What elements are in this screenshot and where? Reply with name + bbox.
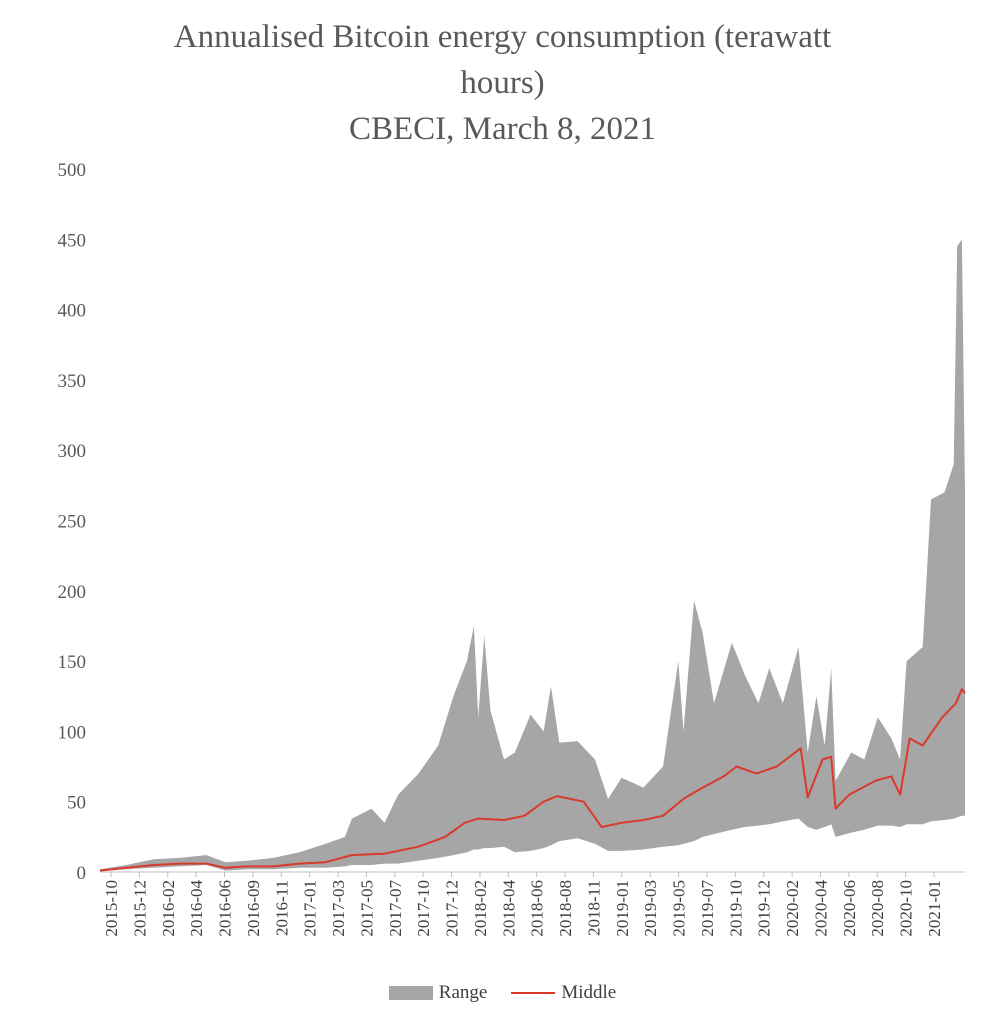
x-tick-label: 2016-06 — [216, 880, 235, 937]
range-band — [100, 239, 965, 871]
x-tick-label: 2021-01 — [925, 880, 944, 937]
y-tick-label: 400 — [58, 301, 87, 322]
y-tick-label: 450 — [58, 230, 87, 251]
x-tick-label: 2017-10 — [414, 880, 433, 937]
chart-subtitle: CBECI, March 8, 2021 — [348, 111, 657, 147]
x-tick-label: 2018-04 — [499, 880, 518, 937]
x-tick-label: 2020-10 — [897, 880, 916, 937]
y-tick-label: 250 — [58, 512, 87, 533]
x-tick-label: 2020-08 — [868, 880, 887, 937]
x-tick-label: 2019-10 — [726, 880, 745, 937]
x-tick-label: 2015-12 — [130, 880, 149, 937]
y-tick-label: 50 — [67, 793, 86, 814]
legend-label-range: Range — [438, 982, 488, 1003]
legend-swatch-middle — [511, 992, 556, 994]
x-tick-label: 2017-05 — [357, 880, 376, 937]
chart-title: Annualised Bitcoin energy consumption (t… — [0, 14, 1005, 152]
x-tick-label: 2020-06 — [840, 880, 859, 937]
y-tick-label: 500 — [58, 160, 87, 181]
x-tick-label: 2016-09 — [244, 880, 263, 937]
y-tick-label: 100 — [58, 722, 87, 743]
plot-area — [99, 239, 966, 872]
legend: Range Middle — [0, 982, 1005, 1004]
x-tick-label: 2016-02 — [159, 880, 178, 937]
x-tick-label: 2019-05 — [670, 880, 689, 937]
x-tick-label: 2019-12 — [755, 880, 774, 937]
y-axis: 0 50 100 150 200 250 300 350 400 450 500 — [58, 160, 87, 884]
x-tick-label: 2015-10 — [102, 880, 121, 937]
middle-line — [99, 688, 966, 872]
x-tick-label: 2018-08 — [556, 880, 575, 937]
y-tick-label: 150 — [58, 652, 87, 673]
legend-label-middle: Middle — [561, 982, 617, 1003]
x-tick-label: 2019-07 — [698, 880, 717, 937]
x-tick-label: 2017-12 — [443, 880, 462, 937]
x-tick-label: 2020-02 — [783, 880, 802, 937]
x-tick-label: 2018-02 — [471, 880, 490, 937]
x-tick-label: 2020-04 — [811, 880, 830, 937]
x-tick-label: 2016-11 — [272, 880, 291, 936]
y-tick-label: 300 — [58, 441, 87, 462]
x-tick-label: 2019-01 — [613, 880, 632, 937]
x-tick-label: 2018-11 — [584, 880, 603, 936]
chart-title-line-1: Annualised Bitcoin energy consumption (t… — [173, 19, 832, 55]
x-tick-label: 2017-07 — [386, 880, 405, 937]
x-tick-label: 2017-01 — [301, 880, 320, 937]
chart-title-line-2: hours) — [460, 65, 545, 101]
x-tick-label: 2017-03 — [329, 880, 348, 937]
x-tick-label: 2018-06 — [528, 880, 547, 937]
x-axis: 2015-10 2015-12 2016-02 2016-04 2016-06 2016-… — [100, 871, 965, 937]
x-tick-label: 2019-03 — [641, 880, 660, 937]
y-tick-label: 200 — [58, 582, 87, 603]
legend-swatch-range — [388, 986, 433, 1000]
y-tick-label: 0 — [77, 863, 87, 884]
legend-item-middle: Middle — [511, 982, 616, 1004]
legend-item-range: Range — [388, 982, 488, 1004]
y-tick-label: 350 — [58, 371, 87, 392]
x-tick-label: 2016-04 — [187, 880, 206, 937]
